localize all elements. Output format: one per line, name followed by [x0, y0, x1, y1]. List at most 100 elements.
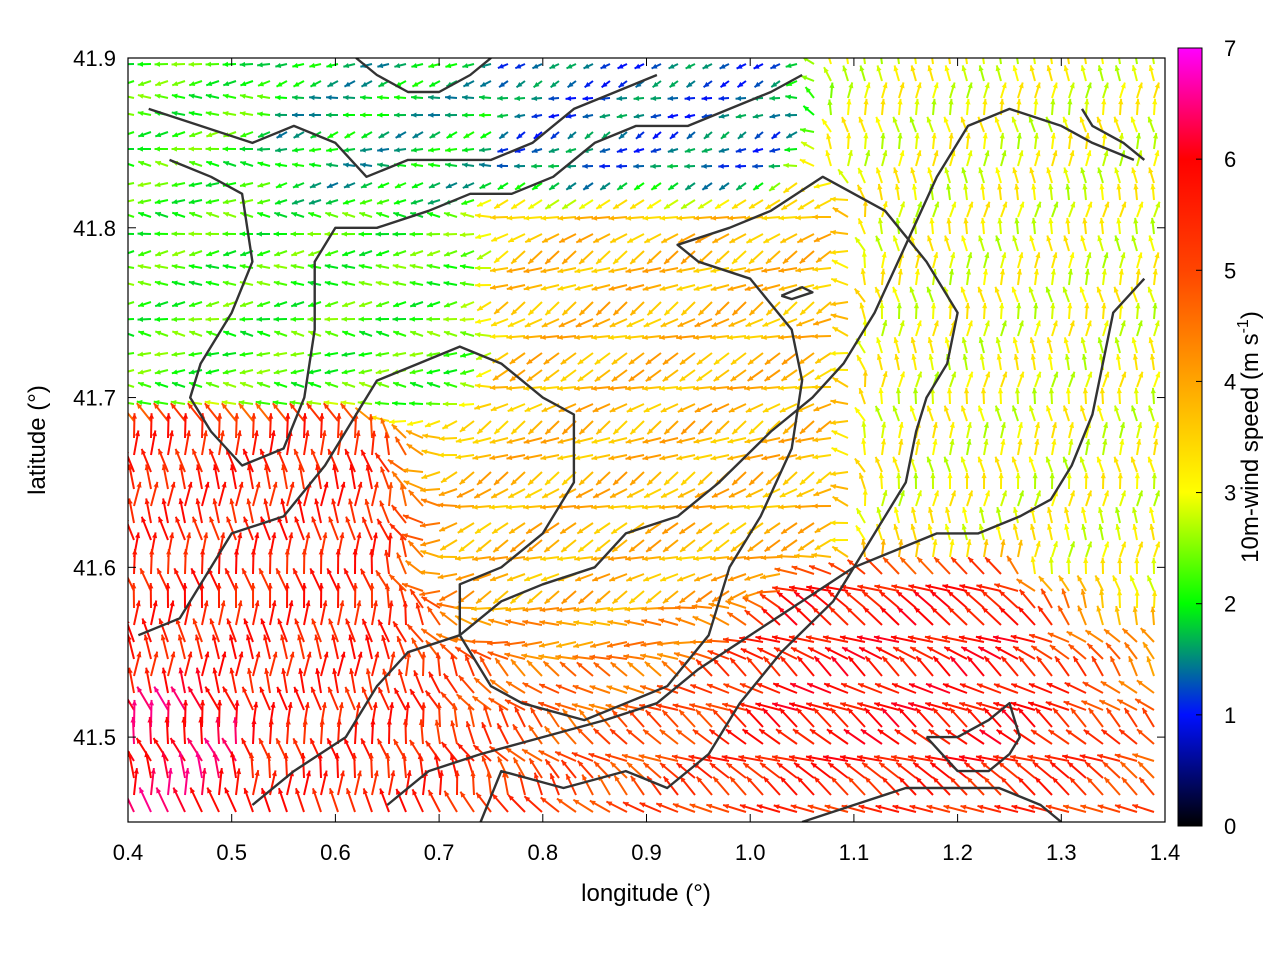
wind-arrow-head	[980, 217, 986, 224]
wind-arrow-1034	[1119, 320, 1126, 337]
wind-arrow-1053	[392, 351, 407, 358]
wind-arrow-head	[460, 251, 467, 257]
wind-arrow-509	[476, 199, 492, 208]
wind-arrow-head	[800, 428, 806, 434]
wind-arrow-head	[137, 231, 143, 237]
wind-arrow-head	[1097, 65, 1103, 72]
wind-arrow-205	[497, 113, 509, 119]
wind-arrow-head	[154, 369, 161, 375]
wind-arrow-head	[290, 280, 297, 286]
wind-arrow-head	[815, 358, 822, 364]
wind-arrow-head	[257, 161, 264, 167]
wind-arrow-head	[121, 382, 127, 387]
wind-arrow-62	[137, 80, 152, 87]
wind-arrow-head	[121, 231, 126, 236]
wind-arrow-430	[171, 182, 186, 188]
wind-arrow-1205	[915, 371, 923, 388]
wind-arrow-head	[642, 334, 648, 341]
wind-arrow-head	[1069, 82, 1075, 89]
wind-arrow-head	[947, 302, 954, 309]
wind-arrow-1309	[595, 420, 611, 435]
wind-arrow-249	[205, 131, 220, 138]
wind-arrow-991	[375, 330, 390, 337]
wind-arrow-head	[795, 455, 802, 461]
wind-arrow-head	[1064, 353, 1070, 360]
wind-arrow-head	[781, 375, 788, 381]
wind-arrow-head	[965, 302, 971, 309]
wind-arrow-head	[854, 288, 861, 295]
wind-arrow-head	[798, 204, 805, 210]
wind-arrow-head	[531, 147, 538, 153]
wind-arrow-485	[1114, 167, 1121, 184]
wind-arrow-1065	[594, 352, 611, 366]
wind-arrow-head	[711, 407, 718, 413]
wind-arrow-head	[474, 265, 481, 271]
wind-arrow-624	[358, 231, 373, 237]
wind-arrow-head	[275, 183, 282, 188]
wind-arrow-47	[931, 58, 934, 65]
wind-arrow-700	[612, 250, 628, 265]
wind-arrow-head	[460, 331, 467, 337]
wind-arrow-head	[275, 95, 281, 101]
wind-arrow-1594	[269, 481, 278, 507]
wind-arrow-head	[137, 61, 144, 67]
wind-arrow-head	[1135, 98, 1141, 105]
wind-arrow-head	[189, 211, 196, 217]
wind-arrow-1454	[1000, 438, 1006, 456]
wind-arrow-head	[276, 81, 283, 87]
wind-arrow-head	[455, 438, 462, 444]
wind-arrow-head	[257, 212, 264, 217]
wind-arrow-shaft	[1084, 58, 1087, 65]
wind-arrow-head	[391, 424, 398, 431]
wind-arrow-head	[693, 438, 700, 444]
wind-arrow-head	[703, 133, 710, 139]
wind-arrow-head	[711, 492, 718, 498]
wind-arrow-head	[727, 438, 734, 444]
wind-arrow-head	[490, 214, 496, 221]
wind-arrow-278	[703, 131, 713, 140]
wind-arrow-head	[540, 504, 546, 510]
wind-arrow-head	[336, 413, 342, 419]
wind-arrow-head	[613, 203, 620, 209]
wind-arrow-head	[144, 498, 150, 505]
wind-arrow-head	[613, 479, 619, 485]
wind-arrow-503	[376, 199, 390, 205]
wind-arrow-1526	[144, 464, 152, 490]
wind-arrow-head	[494, 203, 501, 209]
wind-arrow-head	[995, 405, 1001, 412]
wind-arrow-1124	[560, 369, 577, 383]
wind-arrow-head	[455, 454, 462, 460]
wind-arrow-head	[188, 280, 195, 286]
wind-arrow-head	[565, 113, 572, 119]
wind-arrow-head	[608, 385, 614, 391]
wind-arrow-head	[253, 430, 259, 437]
wind-arrow-head	[1096, 286, 1102, 293]
wind-arrow-head	[138, 160, 145, 166]
wind-arrow-1069	[662, 352, 679, 366]
wind-arrow-head	[1046, 337, 1052, 344]
wind-arrow-172	[983, 82, 990, 99]
wind-arrow-head	[550, 133, 557, 139]
wind-arrow-head	[154, 351, 161, 357]
wind-arrow-head	[982, 302, 988, 309]
wind-arrow-1615	[608, 504, 628, 510]
wind-arrow-663	[1031, 217, 1037, 235]
wind-arrow-612	[154, 231, 169, 237]
wind-arrow-68	[240, 80, 254, 87]
wind-arrow-156	[701, 95, 713, 101]
wind-arrow-head	[661, 492, 668, 498]
wind-arrow-1315	[697, 420, 713, 435]
wind-arrow-1176	[409, 381, 424, 388]
wind-arrow-1171	[324, 381, 339, 388]
wind-arrow-head	[574, 334, 580, 340]
wind-arrow-head	[1016, 302, 1022, 309]
wind-arrow-1570	[896, 472, 902, 490]
wind-arrow-873	[443, 301, 458, 308]
wind-arrow-head	[995, 337, 1001, 344]
wind-arrow-653	[857, 218, 866, 235]
wind-arrow-1375	[676, 437, 696, 444]
wind-arrow-head	[677, 407, 684, 413]
wind-arrow-1047	[290, 351, 305, 357]
wind-arrow-head	[611, 359, 618, 365]
wind-arrow-head	[910, 167, 916, 174]
